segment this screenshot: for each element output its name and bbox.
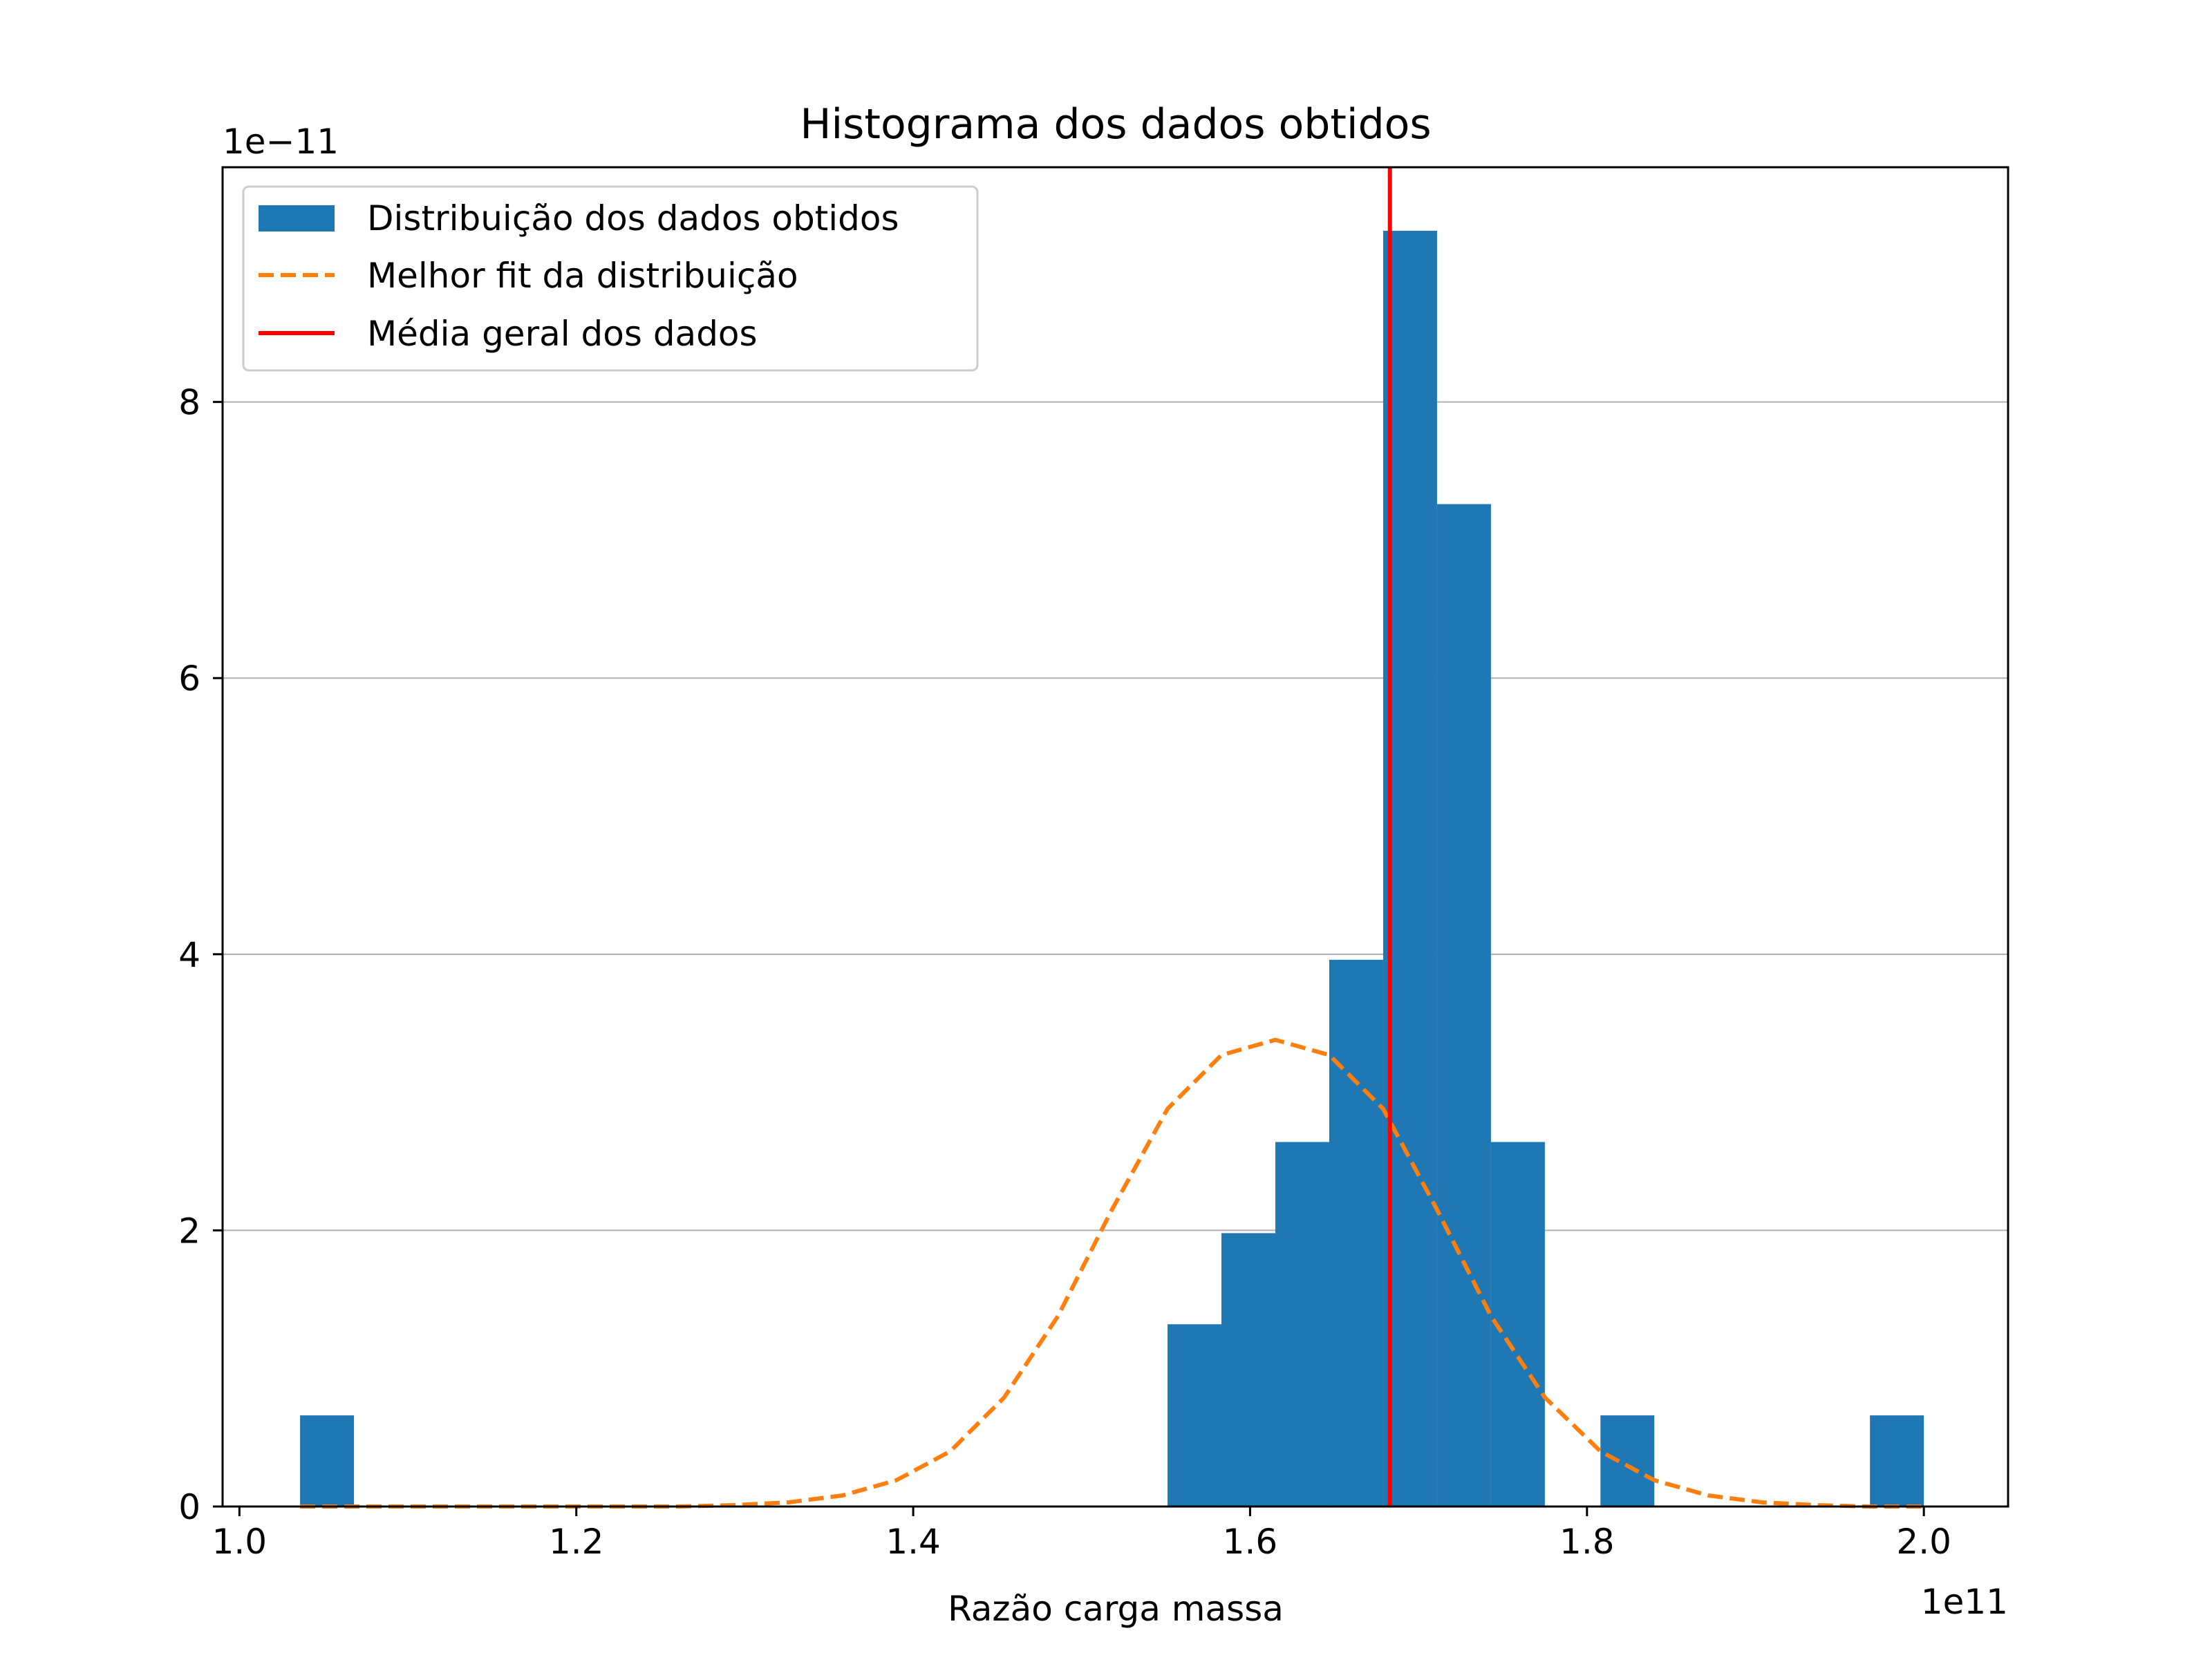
histogram-bar bbox=[300, 1415, 355, 1507]
legend-swatch-histogram bbox=[259, 205, 335, 232]
histogram-bar bbox=[1600, 1415, 1655, 1507]
y-tick-label: 4 bbox=[178, 935, 200, 975]
histogram-bar bbox=[1490, 1142, 1545, 1507]
legend-label-histogram: Distribuição dos dados obtidos bbox=[367, 198, 899, 238]
y-axis-offset-text: 1e−11 bbox=[223, 122, 339, 162]
legend: Distribuição dos dados obtidos Melhor fi… bbox=[242, 185, 979, 372]
y-tick-label: 8 bbox=[178, 383, 200, 423]
gridlines bbox=[223, 401, 2008, 1231]
legend-frame bbox=[242, 185, 979, 372]
histogram-bar bbox=[1221, 1233, 1275, 1507]
x-axis-label: Razão carga massa bbox=[948, 1589, 1284, 1629]
x-tick-label: 1.2 bbox=[549, 1522, 604, 1562]
histogram-bars bbox=[300, 230, 1924, 1507]
histogram-bar bbox=[1436, 504, 1491, 1507]
x-tick-label: 1.6 bbox=[1223, 1522, 1278, 1562]
x-axis-offset-text: 1e11 bbox=[1921, 1582, 2008, 1622]
histogram-bar bbox=[1168, 1324, 1222, 1507]
histogram-bar bbox=[1275, 1142, 1329, 1507]
y-tick-label: 0 bbox=[178, 1487, 200, 1527]
y-tick-label: 6 bbox=[178, 659, 200, 699]
x-tick-label: 1.8 bbox=[1559, 1522, 1615, 1562]
x-tick-label: 2.0 bbox=[1896, 1522, 1951, 1562]
legend-label-fit: Melhor fit da distribuição bbox=[367, 256, 798, 296]
x-axis-ticks: 1.0 1.2 1.4 1.6 1.8 2.0 bbox=[212, 1507, 1951, 1562]
histogram-bar bbox=[1382, 230, 1437, 1507]
chart-title: Histograma dos dados obtidos bbox=[800, 100, 1431, 149]
x-tick-label: 1.0 bbox=[212, 1522, 268, 1562]
histogram-bar bbox=[1329, 959, 1383, 1507]
x-tick-label: 1.4 bbox=[885, 1522, 941, 1562]
y-tick-label: 2 bbox=[178, 1211, 200, 1251]
plot-frame bbox=[221, 166, 2009, 1508]
histogram-bar bbox=[1870, 1415, 1924, 1507]
y-axis-ticks: 0 2 4 6 8 bbox=[178, 383, 223, 1527]
legend-label-mean: Média geral dos dados bbox=[367, 314, 758, 354]
